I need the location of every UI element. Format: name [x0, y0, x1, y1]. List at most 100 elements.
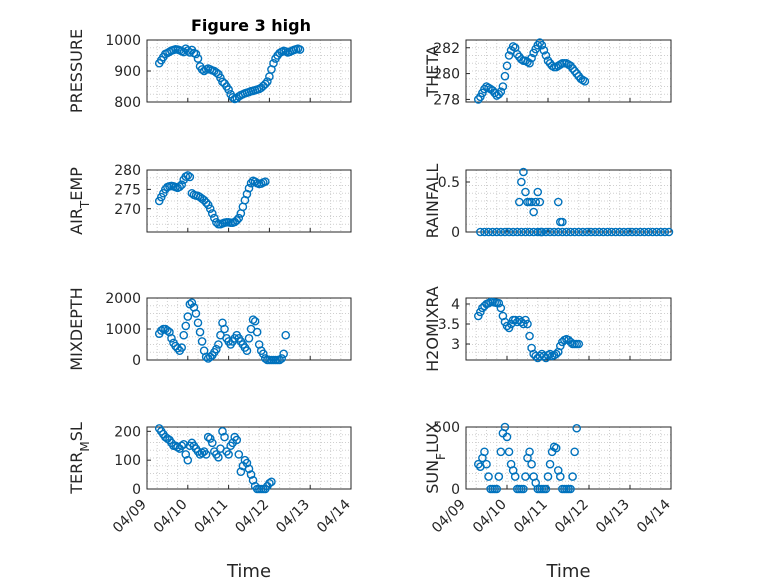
data-point — [250, 316, 260, 326]
y-tick-label: 4 — [451, 297, 460, 313]
data-point — [265, 478, 274, 488]
data-point — [566, 484, 575, 494]
y-tick-label: 0 — [451, 482, 460, 498]
data-point — [578, 227, 588, 237]
data-point — [525, 331, 534, 341]
data-point — [590, 227, 600, 237]
data-point — [482, 459, 491, 469]
y-tick-label: 0 — [132, 353, 141, 369]
data-point — [242, 346, 252, 356]
data-point — [525, 227, 534, 237]
data-point — [181, 321, 191, 331]
data-point — [236, 467, 246, 476]
y-tick-label: 200 — [114, 424, 141, 440]
data-point — [512, 49, 522, 59]
data-point — [568, 472, 577, 481]
data-point — [553, 227, 563, 237]
data-point — [181, 450, 191, 459]
data-point — [197, 337, 207, 346]
data-point — [586, 227, 596, 237]
data-point — [244, 464, 254, 474]
data-point — [163, 326, 172, 335]
data-point — [177, 441, 186, 451]
data-point — [519, 167, 528, 177]
data-point — [599, 227, 608, 237]
y-tick-label: 280 — [114, 163, 141, 179]
data-point — [644, 227, 653, 237]
data-point — [193, 54, 203, 63]
data-point — [500, 227, 510, 237]
data-point — [258, 349, 268, 359]
y-tick-label: 275 — [114, 182, 141, 198]
data-point — [570, 227, 579, 237]
data-point — [494, 472, 504, 481]
data-point — [269, 58, 278, 68]
data-point — [480, 84, 489, 94]
data-point — [521, 227, 530, 237]
y-axis-label: TERRMSL — [67, 422, 92, 495]
data-point — [177, 343, 186, 352]
data-point — [179, 330, 189, 340]
data-point — [197, 65, 207, 74]
data-point — [558, 217, 567, 227]
axes-frame — [465, 169, 672, 233]
data-point — [224, 450, 233, 459]
data-point — [261, 177, 270, 186]
y-axis-label-subscript: T — [78, 200, 92, 209]
data-point — [242, 458, 252, 468]
data-point — [615, 227, 625, 237]
data-point — [535, 197, 545, 207]
data-point — [205, 434, 215, 443]
y-tick-label: 278 — [433, 92, 460, 108]
data-point — [508, 227, 518, 237]
data-point — [664, 227, 674, 237]
figure-title: Figure 3 high — [191, 16, 311, 35]
data-point — [512, 227, 522, 237]
data-point — [261, 354, 270, 363]
data-point — [549, 227, 559, 237]
data-point — [594, 227, 604, 237]
data-point — [496, 87, 506, 96]
y-axis-label: THETA — [423, 45, 442, 97]
data-point — [295, 45, 305, 54]
data-point — [574, 227, 584, 237]
y-tick-label: 270 — [114, 202, 141, 218]
data-point — [484, 472, 493, 481]
y-tick-label: 0 — [132, 482, 141, 498]
data-point — [566, 227, 575, 237]
data-point — [277, 354, 286, 363]
data-point — [201, 450, 211, 459]
y-axis-label: AIRTEMP — [67, 167, 92, 235]
data-point — [535, 38, 545, 47]
data-point — [267, 477, 276, 487]
data-point — [203, 432, 213, 442]
y-tick-label: 280 — [433, 67, 460, 83]
data-point — [580, 77, 590, 86]
data-point — [525, 447, 534, 457]
y-tick-label: 900 — [114, 64, 141, 80]
data-point — [640, 227, 649, 237]
data-point — [660, 227, 670, 237]
data-point — [502, 321, 512, 331]
data-point — [566, 61, 575, 71]
y-tick-label: 2000 — [105, 291, 141, 307]
y-tick-label: 1000 — [105, 322, 141, 338]
data-point — [205, 204, 215, 214]
data-point — [496, 303, 506, 313]
data-point — [234, 450, 244, 459]
data-point — [551, 443, 561, 453]
data-point — [191, 309, 201, 318]
data-point — [228, 93, 237, 102]
data-point — [252, 327, 262, 337]
data-point — [220, 324, 229, 334]
data-point — [173, 343, 182, 353]
data-point — [494, 89, 504, 99]
data-point — [281, 330, 291, 340]
data-point — [531, 197, 541, 207]
y-axis-label-part: TERR — [67, 452, 86, 495]
data-point — [183, 171, 193, 180]
y-axis-label-part: LUX — [423, 422, 442, 453]
data-point — [210, 213, 219, 223]
data-point — [207, 209, 217, 218]
data-point — [541, 51, 551, 60]
